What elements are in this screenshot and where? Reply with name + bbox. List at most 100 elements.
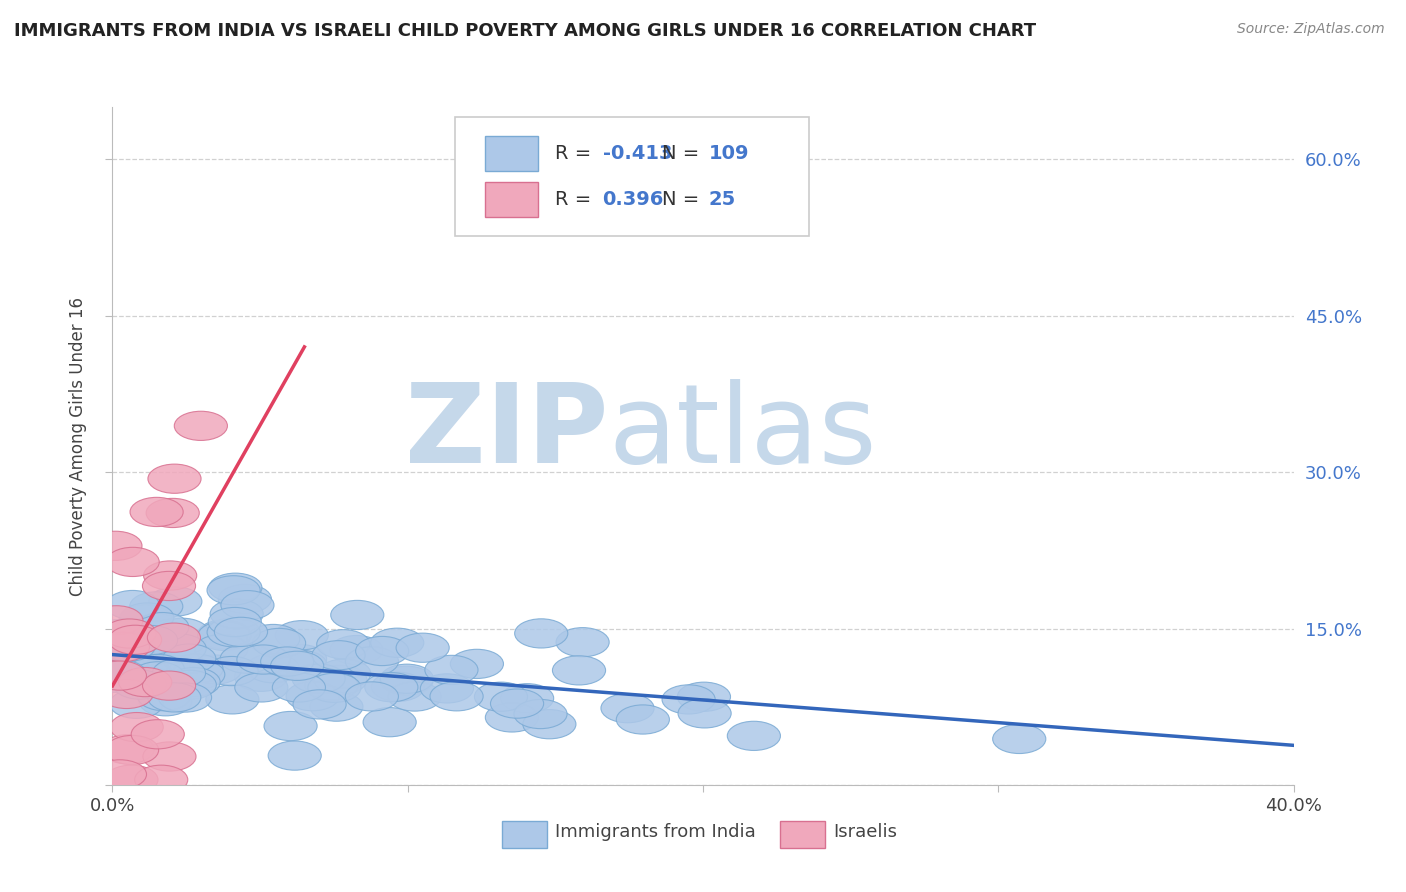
Ellipse shape [94, 660, 146, 689]
Ellipse shape [253, 628, 305, 657]
Ellipse shape [198, 621, 250, 650]
Ellipse shape [260, 647, 314, 676]
FancyBboxPatch shape [485, 136, 537, 171]
Ellipse shape [163, 670, 217, 699]
Ellipse shape [214, 617, 267, 647]
Ellipse shape [122, 631, 176, 660]
Ellipse shape [555, 628, 609, 657]
Ellipse shape [207, 575, 260, 605]
Ellipse shape [616, 705, 669, 734]
Ellipse shape [316, 630, 370, 659]
Ellipse shape [678, 682, 731, 711]
Ellipse shape [110, 713, 163, 742]
Ellipse shape [491, 689, 544, 718]
Ellipse shape [129, 591, 183, 621]
Ellipse shape [125, 625, 177, 655]
Ellipse shape [93, 661, 146, 690]
Ellipse shape [218, 584, 271, 614]
Text: 25: 25 [709, 190, 737, 209]
Ellipse shape [195, 634, 247, 664]
Text: -0.413: -0.413 [603, 145, 672, 163]
Ellipse shape [450, 649, 503, 679]
Ellipse shape [149, 587, 202, 616]
Ellipse shape [129, 498, 183, 526]
Ellipse shape [208, 607, 262, 637]
Ellipse shape [430, 681, 484, 711]
Ellipse shape [93, 760, 146, 789]
Ellipse shape [103, 619, 156, 648]
Ellipse shape [292, 690, 346, 719]
Ellipse shape [388, 681, 441, 711]
Ellipse shape [600, 694, 654, 723]
Ellipse shape [269, 741, 321, 770]
Ellipse shape [312, 640, 366, 670]
Ellipse shape [91, 650, 143, 679]
Ellipse shape [425, 656, 478, 684]
Text: Immigrants from India: Immigrants from India [555, 823, 756, 841]
Ellipse shape [97, 632, 149, 662]
Ellipse shape [142, 671, 195, 700]
Ellipse shape [105, 765, 157, 795]
Ellipse shape [198, 620, 250, 649]
Ellipse shape [553, 656, 606, 685]
Text: R =: R = [555, 145, 598, 163]
Ellipse shape [380, 666, 433, 696]
Ellipse shape [363, 707, 416, 737]
Ellipse shape [108, 625, 162, 655]
Ellipse shape [515, 699, 567, 729]
Ellipse shape [131, 662, 184, 691]
Ellipse shape [346, 647, 398, 676]
Ellipse shape [105, 548, 159, 576]
Ellipse shape [318, 659, 371, 689]
Ellipse shape [174, 411, 228, 441]
Ellipse shape [90, 606, 143, 635]
Ellipse shape [121, 603, 174, 632]
Y-axis label: Child Poverty Among Girls Under 16: Child Poverty Among Girls Under 16 [69, 296, 87, 596]
Ellipse shape [314, 665, 367, 695]
Ellipse shape [148, 682, 201, 712]
Ellipse shape [270, 651, 323, 681]
Ellipse shape [105, 640, 159, 670]
Ellipse shape [236, 645, 290, 674]
Ellipse shape [273, 673, 325, 702]
Ellipse shape [235, 673, 288, 702]
Ellipse shape [346, 681, 398, 711]
Ellipse shape [305, 671, 359, 700]
Ellipse shape [139, 687, 193, 716]
Ellipse shape [135, 765, 188, 795]
Ellipse shape [371, 673, 425, 701]
Text: IMMIGRANTS FROM INDIA VS ISRAELI CHILD POVERTY AMONG GIRLS UNDER 16 CORRELATION : IMMIGRANTS FROM INDIA VS ISRAELI CHILD P… [14, 22, 1036, 40]
Ellipse shape [678, 698, 731, 728]
Ellipse shape [292, 664, 344, 693]
Ellipse shape [110, 690, 163, 718]
Ellipse shape [221, 591, 274, 620]
Ellipse shape [235, 662, 288, 691]
Ellipse shape [380, 665, 433, 693]
Text: 109: 109 [709, 145, 749, 163]
Ellipse shape [420, 673, 474, 703]
Ellipse shape [188, 655, 242, 684]
Text: Israelis: Israelis [832, 823, 897, 841]
Ellipse shape [100, 680, 153, 708]
Ellipse shape [167, 667, 221, 697]
Ellipse shape [276, 621, 329, 649]
Ellipse shape [727, 722, 780, 750]
Ellipse shape [118, 667, 172, 697]
Ellipse shape [662, 685, 716, 714]
Ellipse shape [101, 632, 155, 661]
Ellipse shape [143, 561, 197, 591]
Ellipse shape [90, 620, 143, 648]
Ellipse shape [246, 624, 299, 654]
Ellipse shape [993, 724, 1046, 754]
FancyBboxPatch shape [456, 117, 810, 235]
Text: ZIP: ZIP [405, 379, 609, 486]
Text: N =: N = [662, 145, 706, 163]
Text: 0.396: 0.396 [603, 190, 664, 209]
Ellipse shape [143, 742, 195, 771]
Ellipse shape [205, 657, 259, 686]
Ellipse shape [153, 634, 207, 663]
Ellipse shape [523, 710, 576, 739]
Ellipse shape [396, 633, 450, 663]
Ellipse shape [274, 645, 326, 673]
Ellipse shape [104, 648, 157, 676]
